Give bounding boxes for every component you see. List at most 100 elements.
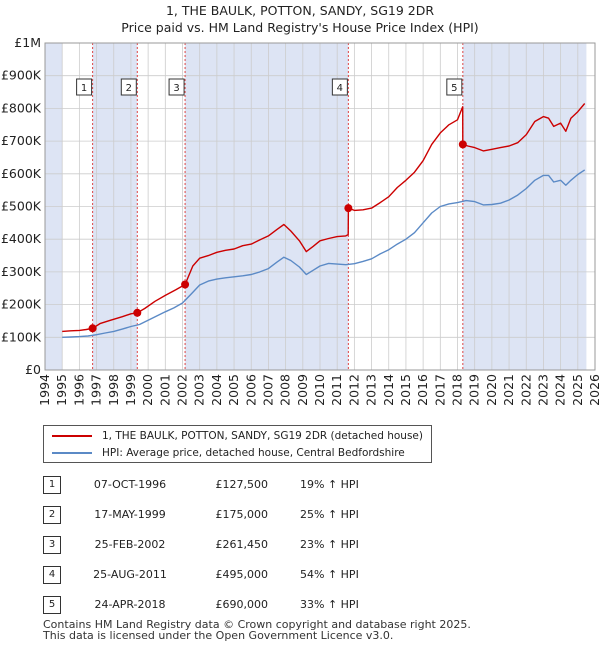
sale-point — [344, 204, 353, 213]
y-tick-label: £300K — [1, 264, 42, 279]
x-tick-label: 2013 — [364, 374, 379, 406]
sale-row: 2 17-MAY-1999 £175,000 25% ↑ HPI — [0, 500, 600, 530]
sale-date: 07-OCT-1996 — [93, 478, 167, 491]
sale-point — [88, 324, 97, 333]
title-line-2: Price paid vs. HM Land Registry's House … — [121, 20, 479, 35]
sale-hpi-change: 19% ↑ HPI — [300, 478, 359, 491]
y-tick-label: £700K — [1, 133, 42, 148]
x-tick-label: 2026 — [587, 374, 600, 406]
sale-point — [458, 140, 467, 149]
sale-date: 17-MAY-1999 — [94, 508, 166, 521]
sale-label-box — [168, 78, 185, 96]
sale-date: 25-AUG-2011 — [93, 568, 167, 581]
sale-date: 25-FEB-2002 — [94, 538, 166, 551]
chart-title: 1, THE BAULK, POTTON, SANDY, SG19 2DR Pr… — [0, 2, 600, 36]
x-tick-label: 2020 — [484, 374, 499, 406]
sale-price: £127,500 — [215, 478, 269, 491]
sale-point — [181, 280, 190, 289]
x-tick-label: 2012 — [346, 374, 361, 406]
sale-row: 3 25-FEB-2002 £261,450 23% ↑ HPI — [0, 530, 600, 560]
x-tick-label: 1995 — [54, 374, 69, 406]
sale-label-text: 4 — [337, 83, 343, 94]
legend-item-hpi: HPI: Average price, detached house, Cent… — [52, 445, 405, 461]
sale-label-box — [76, 78, 93, 96]
x-tick-label: 2023 — [535, 374, 550, 406]
sale-hpi-change: 54% ↑ HPI — [300, 568, 359, 581]
footer-line-1: Contains HM Land Registry data © Crown c… — [43, 618, 471, 631]
x-tick-label: 2024 — [553, 374, 568, 406]
sale-label-text: 2 — [126, 83, 132, 94]
x-tick-label: 1996 — [71, 374, 86, 406]
x-tick-label: 2002 — [175, 374, 190, 406]
x-tick-label: 2006 — [243, 374, 258, 406]
y-tick-label: £200K — [1, 297, 42, 312]
x-tick-label: 2011 — [329, 374, 344, 406]
x-tick-label: 2018 — [450, 374, 465, 406]
sale-price: £495,000 — [215, 568, 269, 581]
y-tick-label: £400K — [1, 231, 42, 246]
x-tick-label: 2019 — [467, 374, 482, 406]
x-tick-label: 2021 — [501, 374, 516, 406]
x-tick-label: 2005 — [226, 374, 241, 406]
x-tick-label: 2008 — [278, 374, 293, 406]
x-tick-label: 1998 — [106, 374, 121, 406]
series-line-property — [62, 103, 586, 333]
legend-item-property: 1, THE BAULK, POTTON, SANDY, SG19 2DR (d… — [52, 428, 423, 444]
sale-label-text: 5 — [451, 83, 457, 94]
sale-price: £261,450 — [215, 538, 269, 551]
sale-row: 4 25-AUG-2011 £495,000 54% ↑ HPI — [0, 560, 600, 590]
y-tick-label: £0 — [25, 362, 41, 377]
series-lines — [62, 103, 586, 338]
y-tick-label: £1M — [14, 35, 41, 50]
x-tick-label: 1999 — [123, 374, 138, 406]
footer-line-2: This data is licensed under the Open Gov… — [43, 629, 394, 642]
sale-row: 5 24-APR-2018 £690,000 33% ↑ HPI — [0, 590, 600, 620]
x-tick-label: 2001 — [157, 374, 172, 406]
sale-number-box: 2 — [43, 506, 61, 524]
y-tick-label: £900K — [1, 68, 42, 83]
sale-row: 1 07-OCT-1996 £127,500 19% ↑ HPI — [0, 470, 600, 500]
sale-label-box — [446, 78, 463, 96]
y-tick-label: £500K — [1, 199, 42, 214]
sale-label-box — [120, 78, 137, 96]
sale-price: £690,000 — [215, 598, 269, 611]
y-tick-label: £600K — [1, 166, 42, 181]
sale-number-box: 4 — [43, 566, 61, 584]
x-tick-label: 1994 — [37, 374, 52, 406]
x-tick-label: 2009 — [295, 374, 310, 406]
legend-swatch-property — [52, 435, 92, 437]
x-tick-label: 2010 — [312, 374, 327, 406]
sale-hpi-change: 33% ↑ HPI — [300, 598, 359, 611]
legend: 1, THE BAULK, POTTON, SANDY, SG19 2DR (d… — [43, 425, 432, 463]
x-tick-label: 2025 — [570, 374, 585, 406]
x-tick-label: 2016 — [415, 374, 430, 406]
sale-price: £175,000 — [215, 508, 269, 521]
sale-label-box — [331, 78, 348, 96]
x-tick-label: 2003 — [192, 374, 207, 406]
sale-hpi-change: 25% ↑ HPI — [300, 508, 359, 521]
sale-number-box: 1 — [43, 476, 61, 494]
y-tick-label: £100K — [1, 329, 42, 344]
axes: £0 £100K £200K £300K £400K £500K £600K £700K £80… — [1, 35, 600, 406]
series-line-hpi — [62, 169, 586, 338]
sale-hpi-change: 23% ↑ HPI — [300, 538, 359, 551]
sale-label-text: 1 — [81, 83, 87, 94]
y-tick-label: £800K — [1, 100, 42, 115]
x-tick-label: 2004 — [209, 374, 224, 406]
sale-number-labels: 1 2 3 4 5 — [76, 78, 463, 96]
legend-label-property: 1, THE BAULK, POTTON, SANDY, SG19 2DR (d… — [102, 430, 423, 442]
sale-point — [133, 308, 142, 317]
sale-number-box: 5 — [43, 596, 61, 614]
plot-frame — [44, 42, 596, 371]
sale-number-box: 3 — [43, 536, 61, 554]
x-tick-label: 2007 — [260, 374, 275, 406]
x-tick-label: 2000 — [140, 374, 155, 406]
sale-date: 24-APR-2018 — [94, 598, 166, 611]
sale-markers — [88, 140, 467, 333]
x-tick-label: 2022 — [518, 374, 533, 406]
x-tick-label: 2017 — [432, 374, 447, 406]
legend-swatch-hpi — [52, 452, 92, 454]
x-tick-label: 2015 — [398, 374, 413, 406]
sale-label-text: 3 — [173, 83, 179, 94]
x-tick-label: 1997 — [89, 374, 104, 406]
